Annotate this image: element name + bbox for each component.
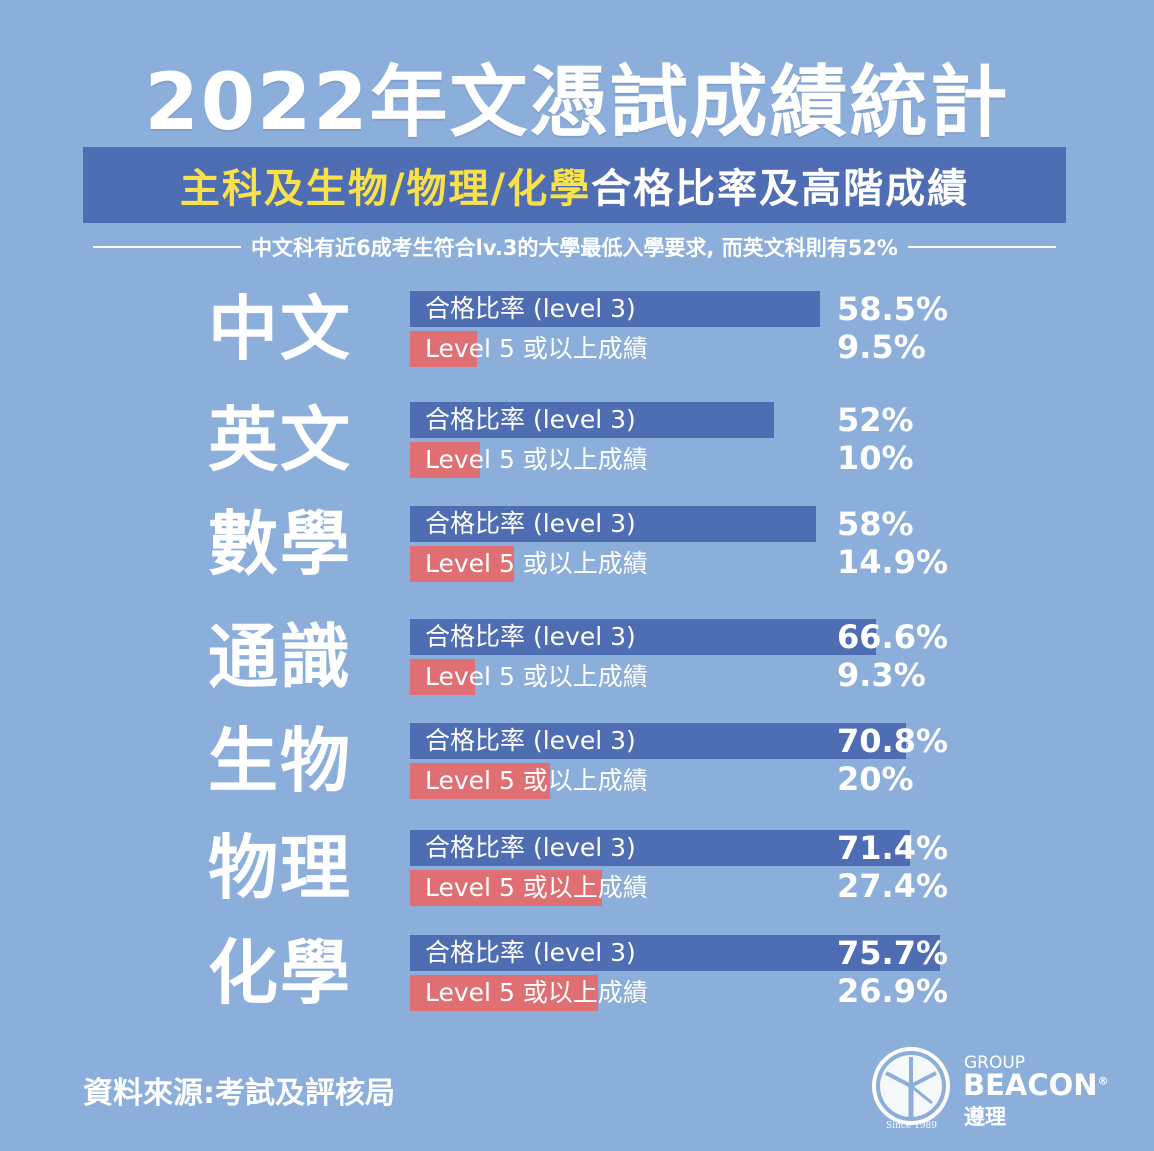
subject-row: 數學 合格比率 (level 3) Level 5 或以上成績 58% 14.9% bbox=[0, 506, 1154, 582]
logo-brand-text: BEACON® bbox=[963, 1068, 1109, 1102]
level5-bar-label: Level 5 或以上成績 bbox=[425, 873, 648, 902]
level5-bar-label: Level 5 或以上成績 bbox=[425, 978, 648, 1007]
pass-rate-bar-label: 合格比率 (level 3) bbox=[425, 938, 636, 967]
logo-brand-name: BEACON bbox=[963, 1068, 1098, 1102]
level5-bar-label: Level 5 或以上成績 bbox=[425, 445, 648, 474]
level5-value: 27.4% bbox=[837, 867, 949, 905]
level5-bar bbox=[410, 442, 480, 478]
tagline-rule-left bbox=[93, 246, 242, 248]
subtitle-banner: 主科及生物/物理/化學 合格比率及高階成績 bbox=[83, 147, 1066, 223]
subtitle-rest: 合格比率及高階成績 bbox=[591, 166, 970, 212]
level5-bar bbox=[410, 331, 477, 367]
level5-value: 20% bbox=[837, 760, 914, 798]
pass-rate-bar-label: 合格比率 (level 3) bbox=[425, 294, 636, 323]
pass-rate-bar bbox=[410, 830, 910, 866]
tagline: 中文科有近6成考生符合lv.3的大學最低入學要求, 而英文科則有52% bbox=[83, 232, 1066, 262]
pass-rate-bar-label: 合格比率 (level 3) bbox=[425, 509, 636, 538]
subject-label: 物理 bbox=[208, 827, 352, 909]
beacon-burst-icon bbox=[872, 1047, 950, 1125]
subject-label: 數學 bbox=[208, 503, 352, 585]
level5-value: 9.5% bbox=[837, 328, 926, 366]
page-title: 2022年文憑試成績統計 bbox=[144, 58, 1010, 148]
pass-rate-value: 70.8% bbox=[837, 722, 949, 760]
logo-group-text: GROUP bbox=[964, 1053, 1026, 1073]
tagline-text: 中文科有近6成考生符合lv.3的大學最低入學要求, 而英文科則有52% bbox=[251, 236, 898, 260]
subject-label: 通識 bbox=[208, 616, 352, 698]
subject-row: 中文 合格比率 (level 3) Level 5 或以上成績 58.5% 9.5% bbox=[0, 291, 1154, 367]
level5-bar bbox=[410, 659, 476, 695]
subject-row: 化學 合格比率 (level 3) Level 5 或以上成績 75.7% 26.9% bbox=[0, 935, 1154, 1011]
level5-bar bbox=[410, 975, 599, 1011]
level5-bar-label: Level 5 或以上成績 bbox=[425, 766, 648, 795]
pass-rate-value: 58% bbox=[837, 505, 914, 543]
pass-rate-bar bbox=[410, 402, 774, 438]
subtitle-highlight: 主科及生物/物理/化學 bbox=[179, 166, 592, 212]
tagline-rule-right bbox=[907, 246, 1056, 248]
subject-label: 中文 bbox=[208, 288, 352, 370]
pass-rate-bar bbox=[410, 291, 820, 327]
level5-value: 26.9% bbox=[837, 972, 949, 1010]
subject-row: 物理 合格比率 (level 3) Level 5 或以上成績 71.4% 27.4% bbox=[0, 830, 1154, 906]
level5-bar bbox=[410, 546, 515, 582]
level5-bar-label: Level 5 或以上成績 bbox=[425, 334, 648, 363]
level5-bar-label: Level 5 或以上成績 bbox=[425, 662, 648, 691]
level5-value: 10% bbox=[837, 439, 914, 477]
subject-label: 生物 bbox=[208, 720, 352, 802]
pass-rate-bar bbox=[410, 506, 816, 542]
subject-label: 化學 bbox=[208, 932, 352, 1014]
level5-bar-label: Level 5 或以上成績 bbox=[425, 549, 648, 578]
level5-bar bbox=[410, 870, 602, 906]
pass-rate-value: 66.6% bbox=[837, 618, 949, 656]
pass-rate-bar bbox=[410, 935, 940, 971]
pass-rate-bar-label: 合格比率 (level 3) bbox=[425, 622, 636, 651]
subject-row: 通識 合格比率 (level 3) Level 5 或以上成績 66.6% 9.3% bbox=[0, 619, 1154, 695]
subject-row: 生物 合格比率 (level 3) Level 5 或以上成績 70.8% 20% bbox=[0, 723, 1154, 799]
level5-value: 9.3% bbox=[837, 656, 926, 694]
subject-label: 英文 bbox=[208, 399, 352, 481]
pass-rate-value: 58.5% bbox=[837, 290, 949, 328]
pass-rate-bar-label: 合格比率 (level 3) bbox=[425, 726, 636, 755]
pass-rate-bar bbox=[410, 619, 877, 655]
logo-chinese-text: 遵理 bbox=[964, 1105, 1006, 1129]
logo-registered-mark: ® bbox=[1097, 1074, 1109, 1088]
pass-rate-bar bbox=[410, 723, 906, 759]
pass-rate-bar-label: 合格比率 (level 3) bbox=[425, 833, 636, 862]
beacon-logo: GROUP BEACON® 遵理 Since 1989 bbox=[870, 1045, 1109, 1135]
source-note: 資料來源:考試及評核局 bbox=[83, 1076, 395, 1111]
pass-rate-value: 75.7% bbox=[837, 934, 949, 972]
level5-value: 14.9% bbox=[837, 543, 949, 581]
logo-since-text: Since 1989 bbox=[886, 1121, 937, 1131]
pass-rate-value: 71.4% bbox=[837, 829, 949, 867]
pass-rate-value: 52% bbox=[837, 401, 914, 439]
subject-row: 英文 合格比率 (level 3) Level 5 或以上成績 52% 10% bbox=[0, 402, 1154, 478]
level5-bar bbox=[410, 763, 550, 799]
pass-rate-bar-label: 合格比率 (level 3) bbox=[425, 405, 636, 434]
